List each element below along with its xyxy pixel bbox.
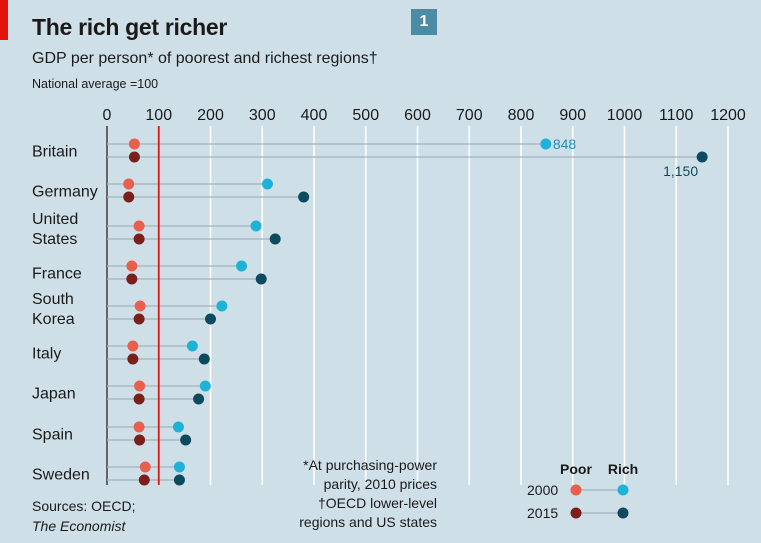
dot-poor-2000 (127, 340, 139, 352)
dot-rich-2000 (250, 220, 262, 232)
category-label: France (32, 266, 82, 283)
legend-year-label: 2000 (527, 482, 558, 498)
dot-poor-2015 (126, 273, 138, 285)
dot-rich-2015 (269, 233, 281, 245)
chart-number-badge: 1 (411, 9, 437, 35)
legend-year-label: 2015 (527, 505, 558, 521)
category-label: Japan (32, 386, 76, 403)
dot-poor-2015 (128, 151, 140, 163)
dot-rich-2015 (180, 434, 192, 446)
x-tick-label: 1200 (710, 107, 746, 124)
dot-poor-2000 (133, 220, 145, 232)
category-label: United (32, 211, 78, 228)
category-label: Italy (32, 346, 61, 363)
category-label: South (32, 291, 74, 308)
publication-name: The Economist (32, 518, 126, 534)
x-tick-label: 0 (103, 107, 112, 124)
dot-rich-2015 (696, 151, 708, 163)
dot-rich-2000 (216, 300, 228, 312)
footnote-line: *At purchasing-power (303, 457, 437, 473)
x-tick-label: 800 (508, 107, 535, 124)
x-tick-label: 1100 (659, 107, 694, 124)
category-label: Britain (32, 144, 77, 161)
dot-poor-2000 (126, 260, 138, 272)
x-tick-label: 700 (456, 107, 483, 124)
legend-header: Poor (560, 461, 592, 477)
footnote-line: regions and US states (299, 514, 437, 530)
x-tick-label: 900 (559, 107, 586, 124)
dot-rich-2000 (540, 138, 552, 150)
footnote-line: †OECD lower-level (317, 495, 437, 511)
dot-rich-2000 (186, 340, 198, 352)
x-tick-label: 500 (352, 107, 379, 124)
dot-poor-2000 (134, 380, 146, 392)
dot-rich-2015 (198, 353, 210, 365)
chart-note: National average =100 (32, 77, 159, 91)
dot-poor-2000 (128, 138, 140, 150)
category-label: Spain (32, 427, 73, 444)
dot-rich-2000 (236, 260, 248, 272)
dot-poor-2015 (134, 434, 146, 446)
category-label: Germany (32, 184, 98, 201)
chart-subtitle: GDP per person* of poorest and richest r… (32, 50, 378, 67)
dot-rich-2000 (172, 421, 184, 433)
footnote-line: parity, 2010 prices (323, 476, 437, 492)
category-label: Sweden (32, 467, 90, 484)
dot-rich-2000 (173, 461, 185, 473)
legend-dot-rich (617, 484, 629, 496)
dot-rich-2015 (298, 191, 310, 203)
chart-title: The rich get richer (32, 14, 227, 40)
dot-poor-2000 (139, 461, 151, 473)
category-label: States (32, 231, 77, 248)
dot-rich-2000 (261, 178, 273, 190)
dot-poor-2015 (138, 474, 150, 486)
x-tick-label: 100 (145, 107, 172, 124)
dot-poor-2000 (134, 300, 146, 312)
value-label-rich_2015: 1,150 (663, 163, 698, 179)
legend-dot-poor (570, 507, 582, 519)
legend-header: Rich (608, 461, 638, 477)
dot-poor-2015 (133, 233, 145, 245)
dot-poor-2015 (127, 353, 139, 365)
brand-red-tag (0, 0, 8, 40)
x-tick-label: 200 (197, 107, 224, 124)
dot-poor-2015 (123, 191, 135, 203)
sources-line: Sources: OECD; (32, 498, 136, 514)
dot-rich-2000 (199, 380, 211, 392)
dot-rich-2015 (193, 393, 205, 405)
dot-poor-2000 (133, 421, 145, 433)
category-label: Korea (32, 311, 75, 328)
dot-rich-2015 (173, 474, 185, 486)
value-label-rich_2000: 848 (553, 136, 577, 152)
x-tick-label: 300 (249, 107, 276, 124)
sources: Sources: OECD; The Economist (32, 496, 135, 536)
legend-dot-poor (570, 484, 582, 496)
dot-rich-2015 (205, 313, 216, 325)
footnote: *At purchasing-power parity, 2010 prices… (262, 456, 437, 532)
dot-poor-2000 (123, 178, 135, 190)
x-tick-label: 1000 (607, 107, 643, 124)
dot-poor-2015 (133, 393, 145, 405)
x-tick-label: 600 (404, 107, 431, 124)
x-tick-label: 400 (301, 107, 328, 124)
dot-rich-2015 (255, 273, 267, 285)
dot-poor-2015 (133, 313, 145, 325)
legend-dot-rich (617, 507, 629, 519)
